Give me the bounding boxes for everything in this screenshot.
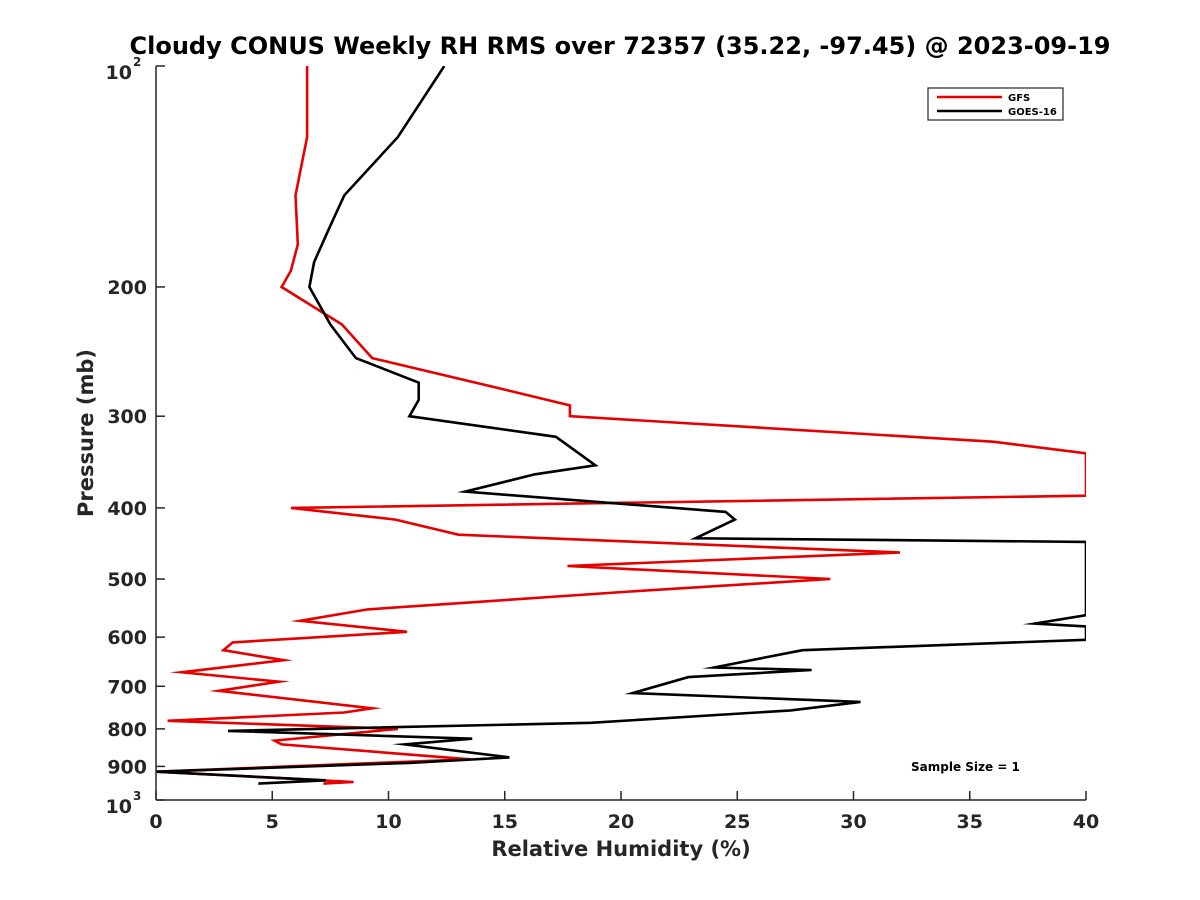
x-tick-label: 10: [375, 811, 401, 833]
x-tick-label: 0: [149, 811, 162, 833]
legend-label-gfs: GFS: [1008, 93, 1030, 104]
x-tick-label: 25: [724, 811, 750, 833]
legend-label-goes16: GOES-16: [1008, 107, 1057, 118]
x-tick-label: 35: [957, 811, 983, 833]
chart-title: Cloudy CONUS Weekly RH RMS over 72357 (3…: [130, 32, 1111, 60]
y-tick-label: 900: [107, 756, 147, 778]
y-tick-label: 500: [107, 569, 147, 591]
x-axis-label: Relative Humidity (%): [491, 837, 750, 861]
sample-size-annotation: Sample Size = 1: [911, 760, 1020, 774]
x-tick-label: 20: [608, 811, 634, 833]
y-tick-label: 800: [107, 719, 147, 741]
legend: GFS GOES-16: [927, 87, 1064, 121]
y-tick-label: 200: [107, 277, 147, 299]
series-line-goes-16: [156, 66, 1086, 785]
y-tick-label: 600: [107, 627, 147, 649]
y-tick-label: 10: [106, 62, 132, 84]
y-axis-label: Pressure (mb): [74, 349, 98, 517]
y-tick-label: 700: [107, 676, 147, 698]
x-tick-label: 40: [1073, 811, 1099, 833]
y-tick-exponent: 2: [133, 55, 141, 69]
series-layer: [156, 66, 1086, 785]
series-line-gfs: [156, 66, 1086, 785]
x-axis-ticks: 0 5 10 15 20 25 30 35 40: [149, 791, 1099, 833]
x-tick-label: 30: [840, 811, 866, 833]
y-tick-label: 300: [107, 406, 147, 428]
legend-box: [927, 87, 1064, 121]
x-tick-label: 5: [266, 811, 279, 833]
y-tick-label: 400: [107, 498, 147, 520]
y-tick-exponent: 3: [133, 789, 141, 803]
x-tick-label: 15: [492, 811, 518, 833]
y-tick-label: 10: [106, 796, 132, 818]
